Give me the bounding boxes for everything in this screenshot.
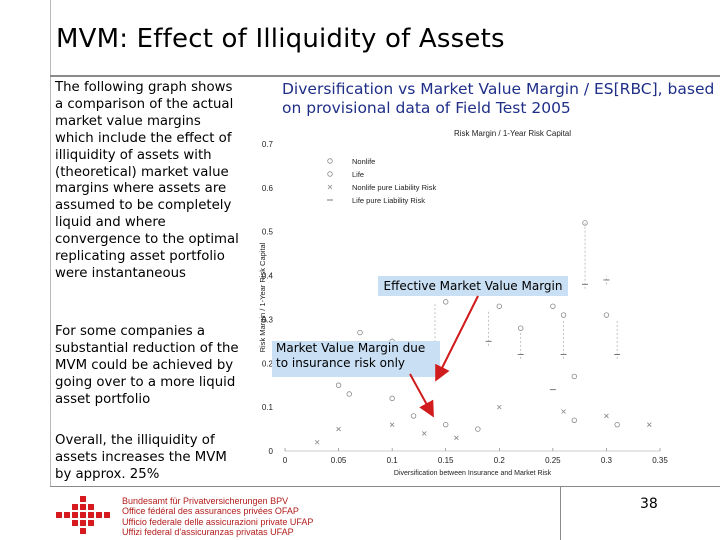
x-tick-label: 0.35 (652, 456, 668, 465)
y-tick-label: 0.6 (262, 184, 274, 193)
data-point (496, 303, 502, 309)
footer-line-rm: Uffizi federal d'assicuranzas privatas U… (122, 526, 294, 537)
arrow-effective (435, 295, 479, 382)
title-divider (50, 75, 720, 77)
bpv-logo-icon (56, 496, 110, 534)
data-point (647, 422, 652, 427)
data-point (389, 422, 395, 427)
data-point (475, 426, 481, 432)
footer-line-fr: Office fédéral des assurances privées OF… (122, 506, 299, 517)
callout-insurance-line1: Market Value Margin due (276, 341, 426, 355)
legend-label: Nonlife pure Liability Risk (352, 183, 436, 192)
data-point (389, 395, 395, 402)
data-point (314, 439, 320, 445)
legend-label: Life pure Liability Risk (352, 196, 425, 205)
x-tick-label: 0.2 (494, 456, 506, 465)
x-tick-label: 0 (283, 456, 288, 465)
y-tick-label: 0.4 (262, 272, 274, 281)
footer-line-de: Bundesamt für Privatversicherungen BPV (122, 496, 289, 506)
x-tick-label: 0.3 (601, 456, 613, 465)
legend-marker (327, 171, 333, 177)
callout-insurance-mvm: Market Value Margin due to insurance ris… (272, 341, 440, 377)
data-point (357, 329, 363, 336)
x-tick-label: 0.15 (438, 456, 454, 465)
y-tick-label: 0 (269, 447, 274, 456)
data-point (582, 220, 588, 226)
data-point (518, 325, 524, 331)
x-tick-label: 0.1 (387, 456, 399, 465)
data-point (335, 382, 342, 388)
x-axis-label: Diversification between Insurance and Ma… (394, 470, 552, 477)
paragraph-reduction: For some companies a substantial reducti… (55, 324, 239, 407)
data-point (410, 413, 417, 419)
chart-title: Risk Margin / 1-Year Risk Capital (454, 129, 571, 138)
legend-label: Nonlife (352, 157, 375, 166)
data-point (443, 299, 449, 305)
callout-effective-mvm: Effective Market Value Margin (378, 276, 568, 296)
data-point (550, 303, 556, 309)
callout-insurance-line2: to insurance risk only (276, 356, 406, 370)
footer-agency-names: Bundesamt für Privatversicherungen BPV O… (122, 496, 313, 537)
paragraph-comparison: The following graph shows a comparison o… (55, 80, 239, 281)
data-point (571, 373, 577, 380)
paragraph-conclusion: Overall, the illiquidity of assets incre… (55, 433, 227, 482)
y-tick-label: 0.1 (262, 403, 274, 412)
data-point (604, 413, 609, 419)
slide-title: MVM: Effect of Illiquidity of Assets (56, 24, 505, 54)
y-axis-label: Risk Margin / 1-Year Risk Capital (258, 242, 267, 352)
page-number-box (560, 486, 720, 540)
data-point (603, 312, 610, 318)
data-point (336, 426, 341, 432)
legend-marker (327, 184, 333, 190)
legend-marker (327, 158, 333, 164)
data-point (497, 404, 502, 410)
data-point (560, 312, 567, 318)
data-point (346, 391, 352, 397)
y-tick-label: 0.3 (262, 315, 274, 324)
scatter-chart: Risk Margin / 1-Year Risk Capital 0 0.1 0.2… (258, 129, 668, 477)
data-point (571, 417, 577, 423)
footer-line-it: Ufficio federale delle assicurazioni pri… (122, 516, 314, 527)
legend-label: Life (352, 170, 364, 179)
x-tick-label: 0.05 (331, 456, 347, 465)
page-number: 38 (640, 496, 658, 512)
data-point (422, 431, 427, 436)
y-tick-label: 0.7 (262, 140, 274, 149)
arrow-insurance (409, 373, 434, 418)
y-tick-label: 0.5 (262, 228, 274, 237)
data-point (561, 409, 566, 414)
y-tick-label: 0.2 (262, 359, 274, 368)
data-point (454, 435, 459, 441)
x-tick-label: 0.25 (545, 456, 561, 465)
chart-heading: Diversification vs Market Value Margin /… (282, 80, 715, 117)
footer-divider (50, 486, 720, 487)
data-point (443, 421, 449, 428)
data-point (614, 421, 620, 428)
left-rule (50, 0, 51, 486)
